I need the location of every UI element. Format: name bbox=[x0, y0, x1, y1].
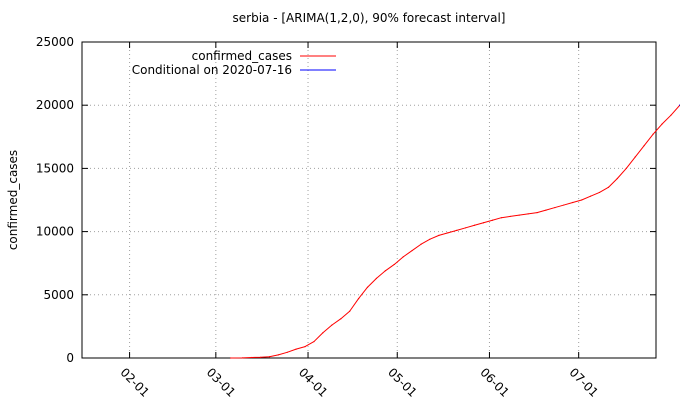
data-point bbox=[563, 204, 564, 205]
x-tick-label: 03-01 bbox=[204, 365, 239, 400]
data-point bbox=[420, 244, 421, 245]
data-point bbox=[661, 124, 662, 125]
data-point bbox=[528, 213, 529, 214]
x-tick-label: 02-01 bbox=[117, 365, 152, 400]
legend-label: Conditional on 2020-07-16 bbox=[132, 63, 292, 77]
series-layer bbox=[230, 77, 680, 359]
data-point bbox=[599, 192, 600, 193]
y-tick-label: 10000 bbox=[36, 225, 74, 239]
plot-frame bbox=[82, 42, 656, 358]
data-point bbox=[313, 341, 314, 342]
data-point bbox=[447, 232, 448, 233]
y-axis-label: confirmed_cases bbox=[6, 150, 20, 250]
data-point bbox=[536, 212, 537, 213]
data-point bbox=[572, 202, 573, 203]
data-point bbox=[304, 346, 305, 347]
y-tick-label: 0 bbox=[66, 351, 74, 365]
data-point bbox=[644, 145, 645, 146]
data-point bbox=[510, 216, 511, 217]
data-point bbox=[492, 220, 493, 221]
data-point bbox=[501, 217, 502, 218]
data-point bbox=[456, 230, 457, 231]
data-point bbox=[331, 325, 332, 326]
data-point bbox=[376, 278, 377, 279]
y-tick-label: 15000 bbox=[36, 161, 74, 175]
data-point bbox=[590, 196, 591, 197]
data-point bbox=[287, 352, 288, 353]
data-point bbox=[278, 354, 279, 355]
data-point bbox=[635, 156, 636, 157]
data-point bbox=[367, 287, 368, 288]
data-point bbox=[429, 239, 430, 240]
data-point bbox=[554, 207, 555, 208]
grid-layer bbox=[82, 42, 656, 358]
data-point bbox=[296, 349, 297, 350]
data-point bbox=[394, 264, 395, 265]
x-tick-label: 07-01 bbox=[567, 365, 602, 400]
data-point bbox=[483, 222, 484, 223]
data-point bbox=[242, 357, 243, 358]
data-point bbox=[322, 332, 323, 333]
data-point bbox=[358, 298, 359, 299]
data-point bbox=[626, 168, 627, 169]
data-point bbox=[251, 357, 252, 358]
data-point bbox=[403, 256, 404, 257]
y-ticks: 0 5000 10000 15000 20000 25000 bbox=[36, 35, 656, 365]
data-point bbox=[260, 357, 261, 358]
data-point bbox=[269, 356, 270, 357]
data-point bbox=[340, 318, 341, 319]
data-point bbox=[617, 178, 618, 179]
data-point bbox=[349, 311, 350, 312]
x-tick-label: 04-01 bbox=[296, 365, 331, 400]
data-point bbox=[519, 215, 520, 216]
data-point bbox=[545, 210, 546, 211]
x-ticks: 02-01 03-01 04-01 05-01 06-01 07-01 bbox=[117, 42, 601, 400]
x-tick-label: 06-01 bbox=[477, 365, 512, 400]
data-point bbox=[412, 250, 413, 251]
legend-label: confirmed_cases bbox=[192, 49, 292, 63]
x-tick-label: 05-01 bbox=[385, 365, 420, 400]
data-point bbox=[608, 187, 609, 188]
data-point bbox=[670, 115, 671, 116]
data-point bbox=[230, 357, 231, 358]
data-point bbox=[438, 235, 439, 236]
data-point bbox=[385, 270, 386, 271]
data-point bbox=[474, 225, 475, 226]
data-point bbox=[581, 199, 582, 200]
y-tick-label: 25000 bbox=[36, 35, 74, 49]
chart-title: serbia - [ARIMA(1,2,0), 90% forecast int… bbox=[233, 11, 506, 25]
y-tick-label: 5000 bbox=[43, 288, 74, 302]
data-point bbox=[465, 227, 466, 228]
data-point bbox=[652, 134, 653, 135]
y-tick-label: 20000 bbox=[36, 98, 74, 112]
